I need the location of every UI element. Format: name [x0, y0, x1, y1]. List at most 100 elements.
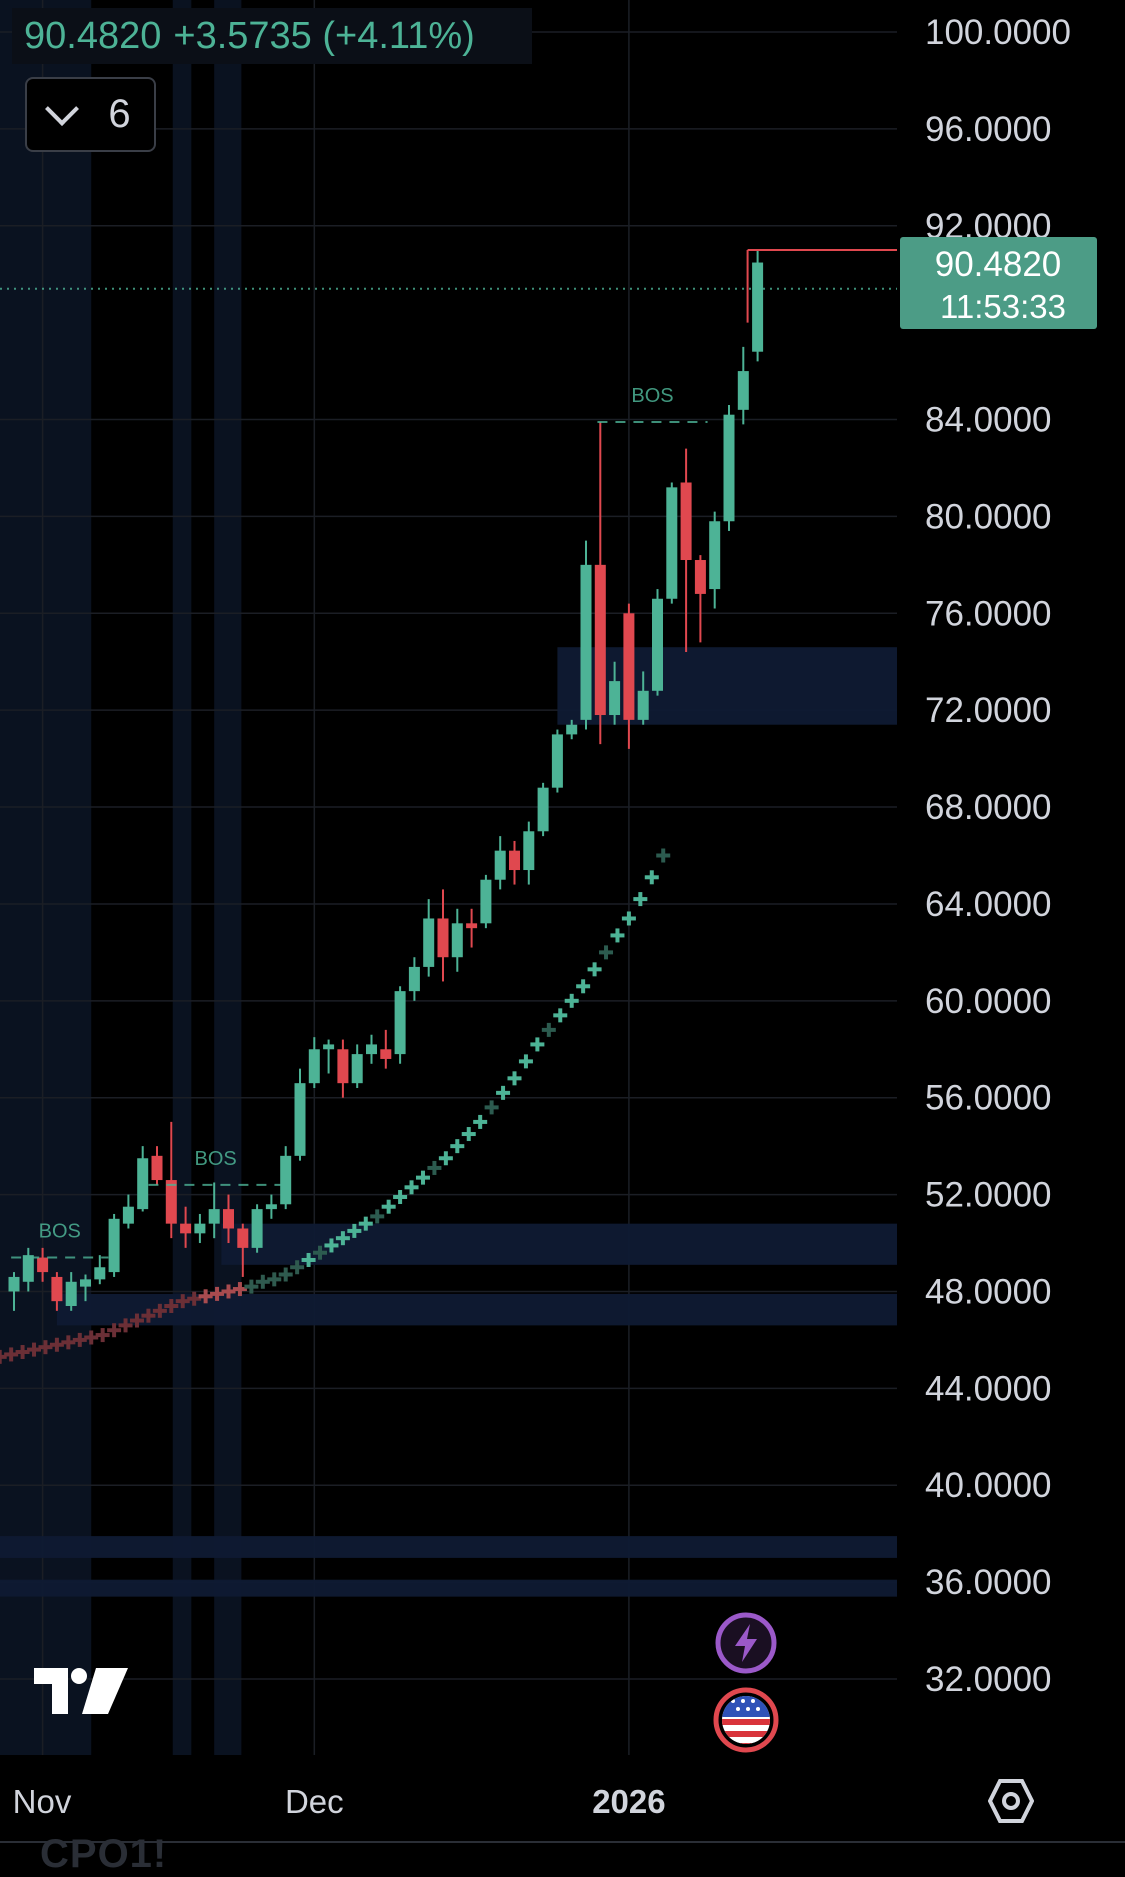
candle — [237, 1223, 249, 1277]
sar-dot — [370, 1209, 385, 1224]
candle-body — [623, 613, 635, 720]
grid-lines — [0, 0, 897, 1755]
candle-body — [408, 966, 420, 992]
sar-dot-v — [134, 1313, 139, 1328]
candle — [494, 836, 506, 890]
candle-body — [265, 1204, 277, 1210]
candle — [94, 1255, 106, 1285]
candle-body — [709, 521, 721, 590]
sar-dot — [507, 1071, 522, 1086]
sar-dot — [564, 993, 579, 1008]
candle-body — [8, 1276, 20, 1292]
sar-dot-v — [112, 1323, 117, 1338]
candle — [623, 603, 635, 749]
sar-dot-v — [604, 945, 609, 960]
interval-counter-button[interactable]: 6 — [25, 77, 156, 152]
sar-dot-v — [226, 1284, 231, 1299]
sar-dot — [473, 1114, 488, 1129]
sar-dot — [221, 1284, 236, 1299]
price-change: +3.5735 (+4.11%) — [173, 14, 475, 57]
price-tick-label: 36.0000 — [925, 1563, 1052, 1602]
candle-body — [609, 681, 621, 716]
candle — [752, 249, 764, 362]
price-tick-label: 100.0000 — [925, 13, 1071, 52]
lightning-event-icon[interactable] — [715, 1612, 777, 1674]
last-price-badge-countdown: 11:53:33 — [940, 288, 1066, 325]
candle-body — [366, 1044, 377, 1055]
candle — [451, 908, 463, 972]
sar-dot-v — [592, 962, 597, 977]
candle-body — [423, 918, 435, 967]
tradingview-logo-icon[interactable] — [34, 1668, 128, 1714]
sar-dot — [484, 1100, 499, 1115]
sar-dot — [15, 1345, 30, 1360]
sar-dot — [530, 1037, 545, 1052]
candle — [652, 589, 663, 696]
last-price: 90.4820 — [24, 14, 162, 57]
sar-dot — [576, 979, 591, 994]
candle-body — [308, 1049, 320, 1084]
candle — [466, 908, 478, 948]
price-tick-label: 68.0000 — [925, 788, 1052, 827]
sar-dot-v — [89, 1330, 94, 1345]
sar-dot — [381, 1199, 396, 1214]
bos-markers: BOS BOS BOS — [11, 385, 708, 1259]
price-lines — [0, 248, 897, 323]
sar-dot-v — [329, 1238, 334, 1253]
candle-body — [594, 564, 606, 716]
sar-dot — [267, 1272, 282, 1287]
sar-dot-v — [0, 1349, 2, 1364]
bos-label: BOS — [195, 1148, 237, 1170]
candle — [551, 729, 563, 793]
sar-dot-h — [0, 1354, 7, 1359]
sar-dot-v — [466, 1127, 471, 1142]
sar-dot-v — [455, 1139, 460, 1154]
sar-dot — [621, 911, 636, 926]
sar-dot-v — [340, 1231, 345, 1246]
sar-dot-v — [363, 1216, 368, 1231]
sar-dot-v — [123, 1318, 128, 1333]
candle — [323, 1039, 335, 1074]
sar-dot — [518, 1054, 533, 1069]
sar-dot — [335, 1231, 350, 1246]
settings-hexagon-icon[interactable] — [988, 1778, 1034, 1824]
us-flag-event-icon[interactable] — [713, 1687, 779, 1753]
sar-dot — [164, 1299, 179, 1314]
candle-body — [323, 1044, 335, 1050]
sar-dot-v — [535, 1037, 540, 1052]
price-tick-label: 44.0000 — [925, 1369, 1052, 1408]
candle — [151, 1146, 163, 1185]
sar-dot-v — [157, 1303, 162, 1318]
candle — [137, 1146, 149, 1212]
sar-dot — [290, 1260, 305, 1275]
sar-dot — [553, 1008, 568, 1023]
sar-dot-v — [306, 1252, 311, 1267]
session-band — [214, 0, 242, 1755]
sar-dot-v — [54, 1337, 59, 1352]
sar-dot — [255, 1274, 270, 1289]
symbol-watermark: CPO1! — [40, 1832, 168, 1876]
sar-dot — [599, 945, 614, 960]
candle-body — [509, 850, 520, 871]
sar-dot-v — [478, 1114, 483, 1129]
price-tick-label: 48.0000 — [925, 1272, 1052, 1311]
candle-body — [294, 1083, 306, 1156]
sar-dot — [84, 1330, 99, 1345]
candle — [51, 1272, 63, 1311]
sar-dot — [49, 1337, 64, 1352]
sar-dot — [95, 1328, 110, 1343]
sar-dot — [152, 1303, 167, 1318]
order-block-zones — [0, 647, 898, 1597]
price-tick-label: 96.0000 — [925, 110, 1052, 149]
candle — [437, 889, 449, 982]
sar-dot-v — [352, 1223, 357, 1238]
sar-dot-v — [569, 993, 574, 1008]
candle-body — [652, 598, 663, 691]
sar-dot-v — [169, 1299, 174, 1314]
sar-dot-v — [295, 1260, 300, 1275]
sar-dot — [461, 1127, 476, 1142]
sar-dot — [404, 1180, 419, 1195]
sar-dot — [4, 1347, 19, 1362]
time-axis-label: 2026 — [592, 1783, 665, 1820]
